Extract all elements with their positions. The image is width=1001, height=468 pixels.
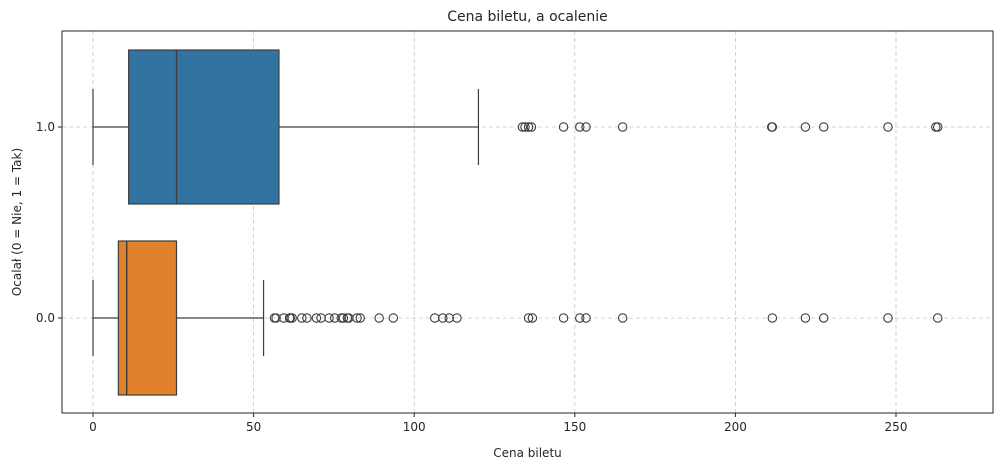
- x-tick-label: 50: [246, 420, 261, 434]
- x-axis-label: Cena biletu: [493, 446, 562, 460]
- outlier-point: [933, 313, 943, 323]
- outlier-point: [818, 122, 829, 132]
- outlier-point: [581, 122, 591, 132]
- x-tick-label: 0: [89, 420, 97, 434]
- y-axis-ticks: 1.0 0.0: [36, 120, 62, 325]
- outlier-point: [558, 313, 569, 323]
- outlier-point: [617, 313, 628, 323]
- outlier-point: [818, 313, 829, 323]
- outlier-point: [324, 313, 334, 323]
- outlier-point: [520, 122, 530, 132]
- x-tick-label: 150: [563, 420, 586, 434]
- outlier-point: [523, 122, 534, 132]
- outlier-point: [355, 313, 365, 323]
- x-axis-ticks: 0 50 100 150 200 250: [89, 413, 907, 434]
- outlier-point: [517, 122, 528, 132]
- outlier-point: [617, 122, 628, 132]
- x-tick-label: 250: [885, 420, 908, 434]
- outlier-point: [558, 122, 569, 132]
- y-tick-label: 0.0: [36, 311, 55, 325]
- box-layer: [92, 49, 480, 396]
- outlier-point: [883, 122, 893, 132]
- iqr-box: [128, 49, 280, 205]
- outlier-point: [883, 313, 893, 323]
- outlier-point: [575, 122, 585, 132]
- outlier-point: [287, 313, 297, 323]
- box-group-1-0: [92, 49, 480, 205]
- outlier-point: [352, 313, 362, 323]
- y-axis-label: Ocalał (0 = Nie, 1 = Tak): [10, 148, 24, 296]
- plot-frame: [61, 30, 994, 414]
- outlier-point: [575, 313, 585, 323]
- outlier-point: [933, 122, 943, 132]
- outlier-point: [526, 122, 537, 132]
- x-tick-label: 200: [724, 420, 747, 434]
- outlier-point: [311, 313, 322, 323]
- x-tick-label: 100: [403, 420, 426, 434]
- outlier-point: [767, 122, 778, 132]
- outlier-point: [438, 313, 448, 323]
- outlier-point: [302, 313, 312, 323]
- box-group-0-0: [92, 240, 265, 396]
- outlier-point: [374, 313, 384, 323]
- outlier-point: [444, 313, 454, 323]
- outlier-point: [338, 313, 349, 323]
- outlier-point: [388, 313, 399, 323]
- outlier-point: [767, 313, 778, 323]
- outlier-point: [527, 313, 538, 323]
- outlier-point: [271, 313, 281, 323]
- outlier-point: [452, 313, 462, 323]
- outlier-layer: [269, 122, 943, 323]
- y-tick-label: 1.0: [36, 120, 55, 134]
- outlier-point: [800, 122, 811, 132]
- outlier-point: [800, 313, 811, 323]
- chart-title: Cena biletu, a ocalenie: [447, 9, 608, 25]
- outlier-point: [523, 313, 534, 323]
- iqr-box: [117, 240, 178, 396]
- outlier-point: [297, 313, 307, 323]
- outlier-point: [581, 313, 591, 323]
